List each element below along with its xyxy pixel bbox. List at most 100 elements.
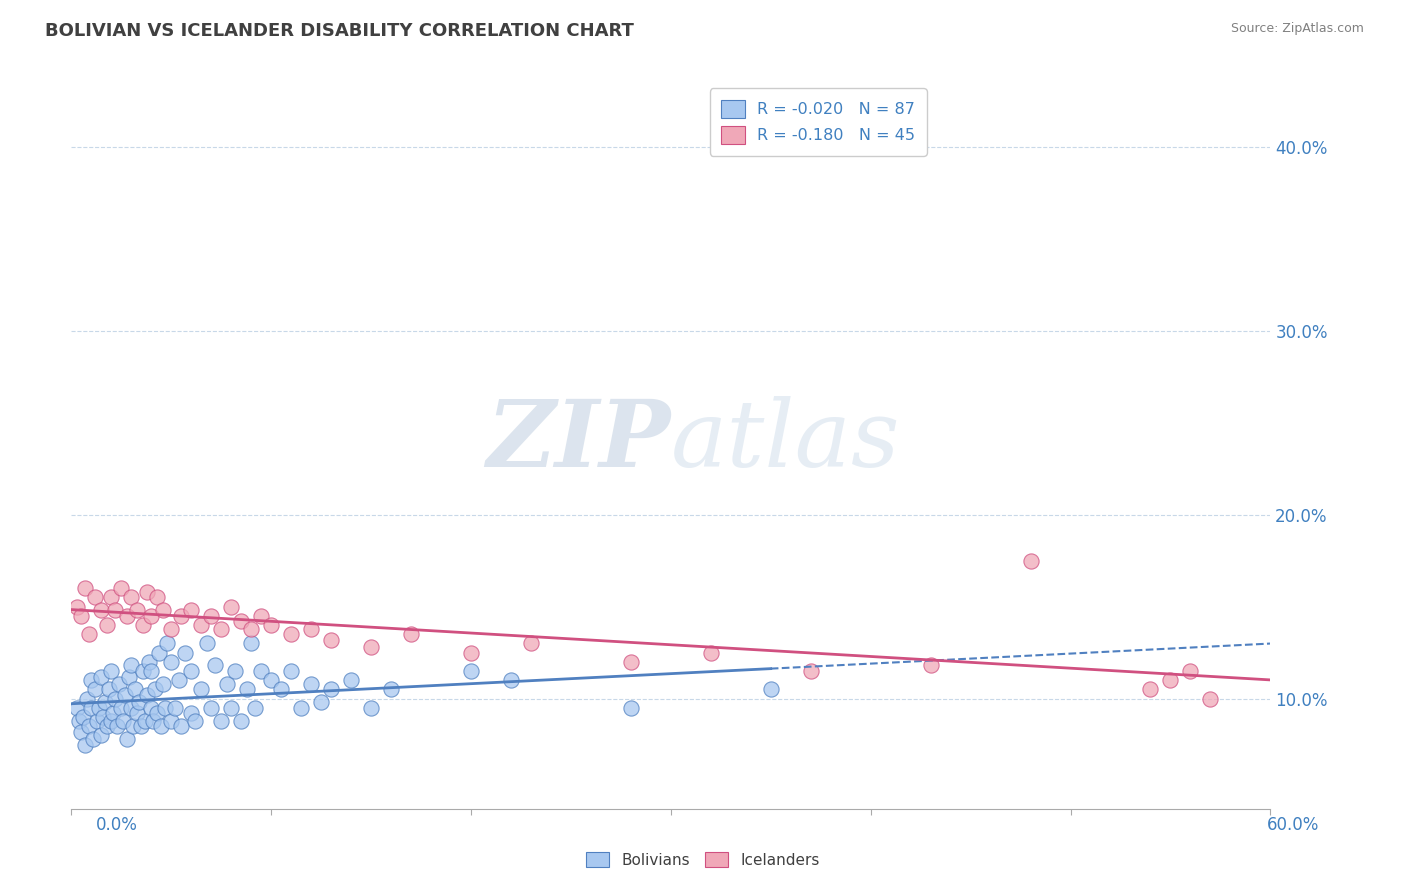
Point	[360, 640, 382, 654]
Point	[620, 655, 643, 669]
Point	[141, 700, 163, 714]
Point	[127, 706, 149, 721]
Point	[122, 719, 145, 733]
Point	[1019, 553, 1042, 567]
Point	[800, 664, 823, 678]
Point	[86, 714, 108, 728]
Point	[240, 622, 263, 636]
Point	[120, 591, 142, 605]
Point	[160, 622, 183, 636]
Point	[190, 682, 212, 697]
Point	[217, 677, 239, 691]
Point	[219, 700, 242, 714]
Point	[160, 714, 183, 728]
Point	[309, 695, 332, 709]
Point	[1139, 682, 1161, 697]
Point	[100, 591, 122, 605]
Point	[167, 673, 190, 688]
Point	[759, 682, 782, 697]
Point	[1199, 691, 1222, 706]
Point	[90, 603, 112, 617]
Point	[142, 714, 165, 728]
Point	[209, 622, 232, 636]
Point	[104, 691, 127, 706]
Point	[76, 691, 98, 706]
Point	[240, 636, 263, 650]
Point	[250, 608, 273, 623]
Point	[520, 636, 543, 650]
Point	[100, 664, 122, 678]
Point	[103, 706, 125, 721]
Point	[94, 695, 117, 709]
Point	[229, 615, 252, 629]
Point	[75, 738, 97, 752]
Point	[136, 688, 159, 702]
Point	[124, 682, 146, 697]
Point	[243, 700, 266, 714]
Point	[165, 700, 187, 714]
Text: 0.0%: 0.0%	[96, 816, 138, 834]
Point	[70, 608, 93, 623]
Point	[399, 627, 422, 641]
Point	[195, 636, 218, 650]
Point	[66, 700, 89, 714]
Point	[460, 646, 482, 660]
Point	[250, 664, 273, 678]
Point	[152, 677, 174, 691]
Point	[180, 706, 202, 721]
Point	[141, 608, 163, 623]
Point	[146, 706, 169, 721]
Point	[129, 719, 152, 733]
Point	[96, 618, 118, 632]
Text: ZIP: ZIP	[486, 396, 671, 486]
Point	[180, 603, 202, 617]
Point	[700, 646, 723, 660]
Point	[132, 618, 155, 632]
Point	[299, 677, 322, 691]
Point	[143, 682, 166, 697]
Point	[96, 719, 118, 733]
Point	[75, 581, 97, 595]
Point	[89, 700, 111, 714]
Point	[174, 646, 197, 660]
Point	[80, 700, 103, 714]
Point	[91, 710, 114, 724]
Point	[280, 627, 302, 641]
Point	[100, 714, 122, 728]
Point	[1180, 664, 1202, 678]
Point	[180, 664, 202, 678]
Point	[104, 603, 127, 617]
Point	[77, 719, 100, 733]
Point	[153, 700, 176, 714]
Point	[77, 627, 100, 641]
Point	[260, 618, 283, 632]
Point	[170, 608, 193, 623]
Point	[115, 608, 138, 623]
Point	[110, 581, 132, 595]
Point	[270, 682, 292, 697]
Text: atlas: atlas	[671, 396, 900, 486]
Point	[152, 603, 174, 617]
Point	[127, 603, 149, 617]
Point	[499, 673, 522, 688]
Point	[90, 728, 112, 742]
Point	[136, 585, 159, 599]
Point	[460, 664, 482, 678]
Legend: Bolivians, Icelanders: Bolivians, Icelanders	[581, 846, 825, 873]
Point	[82, 732, 104, 747]
Point	[219, 599, 242, 614]
Point	[120, 658, 142, 673]
Point	[138, 655, 160, 669]
Point	[90, 669, 112, 683]
Point	[70, 724, 93, 739]
Legend: R = -0.020   N = 87, R = -0.180   N = 45: R = -0.020 N = 87, R = -0.180 N = 45	[710, 88, 927, 155]
Point	[146, 591, 169, 605]
Point	[299, 622, 322, 636]
Point	[229, 714, 252, 728]
Point	[114, 688, 136, 702]
Point	[110, 700, 132, 714]
Point	[112, 714, 135, 728]
Point	[80, 673, 103, 688]
Point	[118, 669, 141, 683]
Point	[141, 664, 163, 678]
